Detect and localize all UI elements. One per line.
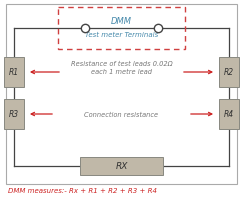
Text: Resistance of test leads 0.02Ω
each 1 metre lead: Resistance of test leads 0.02Ω each 1 me… [71,61,172,75]
Text: DMM: DMM [111,16,132,25]
Text: Connection resistance: Connection resistance [84,111,159,117]
Text: R3: R3 [9,110,19,119]
Bar [80,157,163,175]
Bar [6,5,237,184]
Bar [58,8,185,50]
Text: R2: R2 [224,68,234,77]
Bar [4,58,24,88]
Text: DMM measures:- Rx + R1 + R2 + R3 + R4: DMM measures:- Rx + R1 + R2 + R3 + R4 [8,187,157,193]
Text: R4: R4 [224,110,234,119]
Text: R1: R1 [9,68,19,77]
Text: RX: RX [115,162,128,171]
Bar [219,99,239,129]
Text: Test meter Terminals: Test meter Terminals [85,32,158,38]
Bar [219,58,239,88]
Bar [4,99,24,129]
